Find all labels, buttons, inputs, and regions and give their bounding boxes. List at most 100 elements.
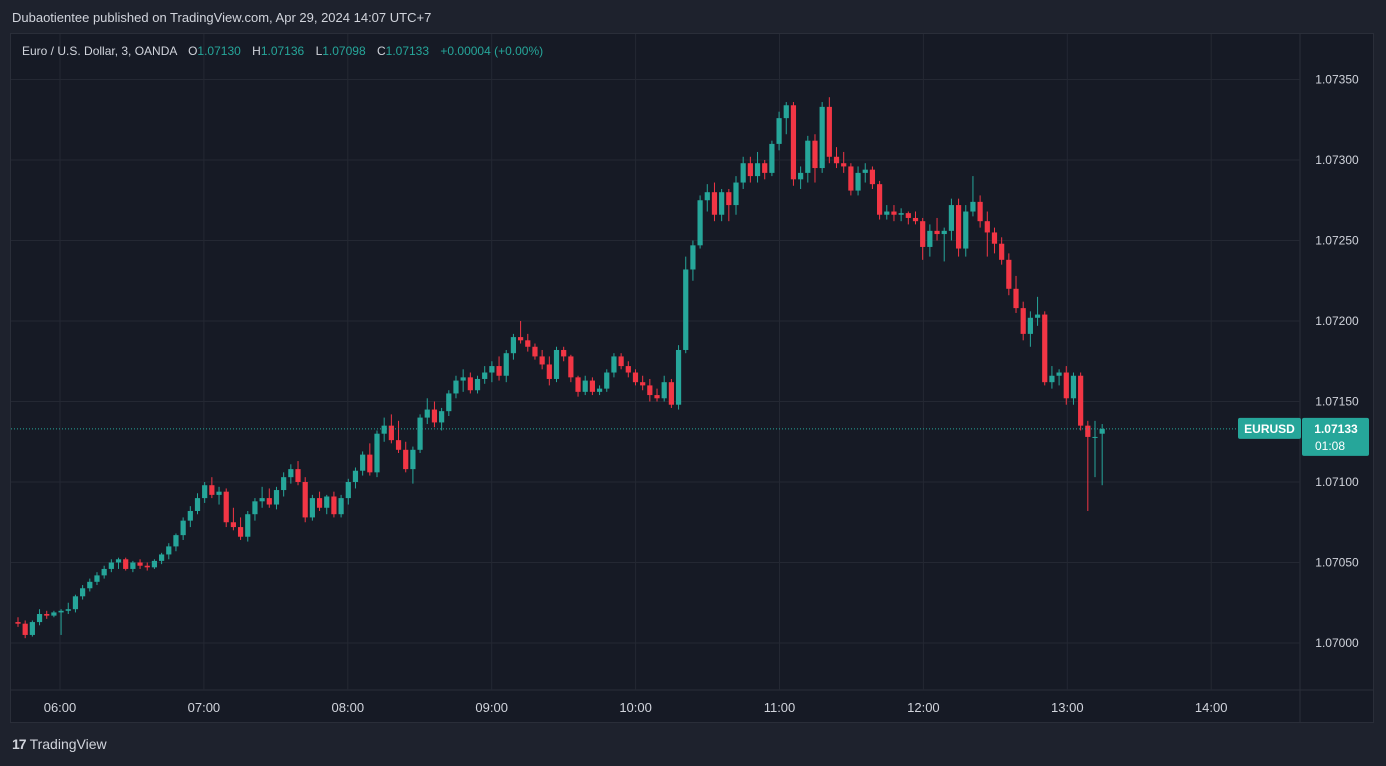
candle-body (704, 192, 710, 201)
candle-body (187, 510, 193, 521)
candle (611, 353, 617, 378)
candle-body (510, 337, 517, 354)
candle-body (862, 169, 868, 173)
candle-body (194, 498, 201, 511)
candle-body (1063, 372, 1069, 399)
candle (1063, 366, 1069, 405)
candle (151, 559, 158, 569)
candle-body (1085, 425, 1091, 437)
tradingview-logo[interactable]: 17 TradingView (12, 736, 107, 752)
candle (467, 372, 473, 394)
candle (661, 375, 667, 402)
candle (898, 208, 904, 222)
candle (1042, 311, 1048, 386)
candle (546, 356, 552, 386)
candle (1078, 372, 1084, 431)
close-value: 1.07133 (385, 44, 430, 58)
close-label: C (376, 44, 386, 58)
candle (223, 488, 229, 528)
candle-body (295, 469, 301, 482)
candle (1099, 424, 1105, 486)
candle (381, 417, 387, 442)
candle-body (1020, 308, 1026, 334)
candle (1085, 420, 1091, 511)
candle (187, 506, 193, 528)
candle (123, 557, 129, 571)
current-price-tag: EURUSD 1.07133 01:08 (11, 417, 1369, 456)
candle (388, 414, 394, 444)
candle-body (920, 221, 926, 247)
candle (640, 375, 646, 391)
candle-body (948, 205, 954, 231)
candle-body (202, 485, 208, 499)
candle-body (460, 377, 466, 381)
candle-body (1027, 317, 1033, 334)
candle-body (1099, 428, 1105, 434)
candle (790, 102, 797, 186)
candle (683, 256, 689, 354)
candle-body (762, 163, 768, 173)
candle-body (733, 182, 739, 206)
candle (561, 346, 567, 362)
candle (230, 507, 236, 531)
price-tick-label: 1.07300 (1315, 153, 1359, 167)
candle-body (898, 213, 904, 215)
open-value: 1.07130 (197, 44, 241, 58)
candle (1070, 372, 1077, 405)
candle-body (381, 425, 387, 434)
candle-body (848, 166, 854, 191)
candle-body (417, 417, 423, 450)
candle (374, 430, 380, 478)
candle-body (726, 192, 732, 206)
candle (848, 163, 854, 196)
candle-body (1070, 375, 1077, 399)
candle (877, 180, 883, 220)
candle-body (977, 201, 983, 222)
candle-body (1049, 375, 1055, 383)
candle-body (259, 498, 265, 502)
candle-body (309, 498, 315, 518)
candle (324, 494, 330, 515)
candle-body (80, 588, 86, 597)
price-tick-label: 1.07050 (1315, 556, 1359, 570)
candle-body (927, 230, 933, 247)
candle-body (891, 211, 897, 215)
candle-body (44, 614, 50, 616)
candle (474, 375, 481, 394)
candle-body (345, 482, 351, 499)
candle (44, 610, 50, 619)
candle-body (266, 498, 272, 505)
candle-body (360, 454, 366, 471)
candle-body (539, 356, 545, 365)
candle (1092, 420, 1098, 478)
candle-body (589, 380, 595, 392)
candle-body (553, 349, 560, 379)
candle-body (632, 372, 639, 383)
candle (159, 552, 165, 565)
candle-body (467, 377, 473, 391)
candle (496, 356, 502, 381)
candle (489, 361, 495, 383)
candle-body (65, 609, 71, 611)
candle (266, 488, 272, 508)
candle-body (51, 612, 57, 616)
candle (625, 361, 631, 378)
candle (281, 472, 287, 497)
candle (395, 420, 402, 454)
candle (403, 441, 409, 473)
candle-body (525, 340, 531, 347)
candle (963, 205, 969, 257)
candle (80, 585, 86, 600)
candle (654, 388, 660, 402)
candle (912, 211, 919, 225)
candle-body (618, 356, 624, 367)
candle-body (877, 184, 883, 215)
chart-frame[interactable] (10, 33, 1374, 723)
candle (166, 543, 172, 560)
candle-body (302, 482, 308, 518)
candle-body (675, 349, 682, 405)
price-tick-label: 1.07150 (1315, 395, 1359, 409)
candle-body (719, 192, 725, 215)
candle-body (503, 353, 509, 376)
